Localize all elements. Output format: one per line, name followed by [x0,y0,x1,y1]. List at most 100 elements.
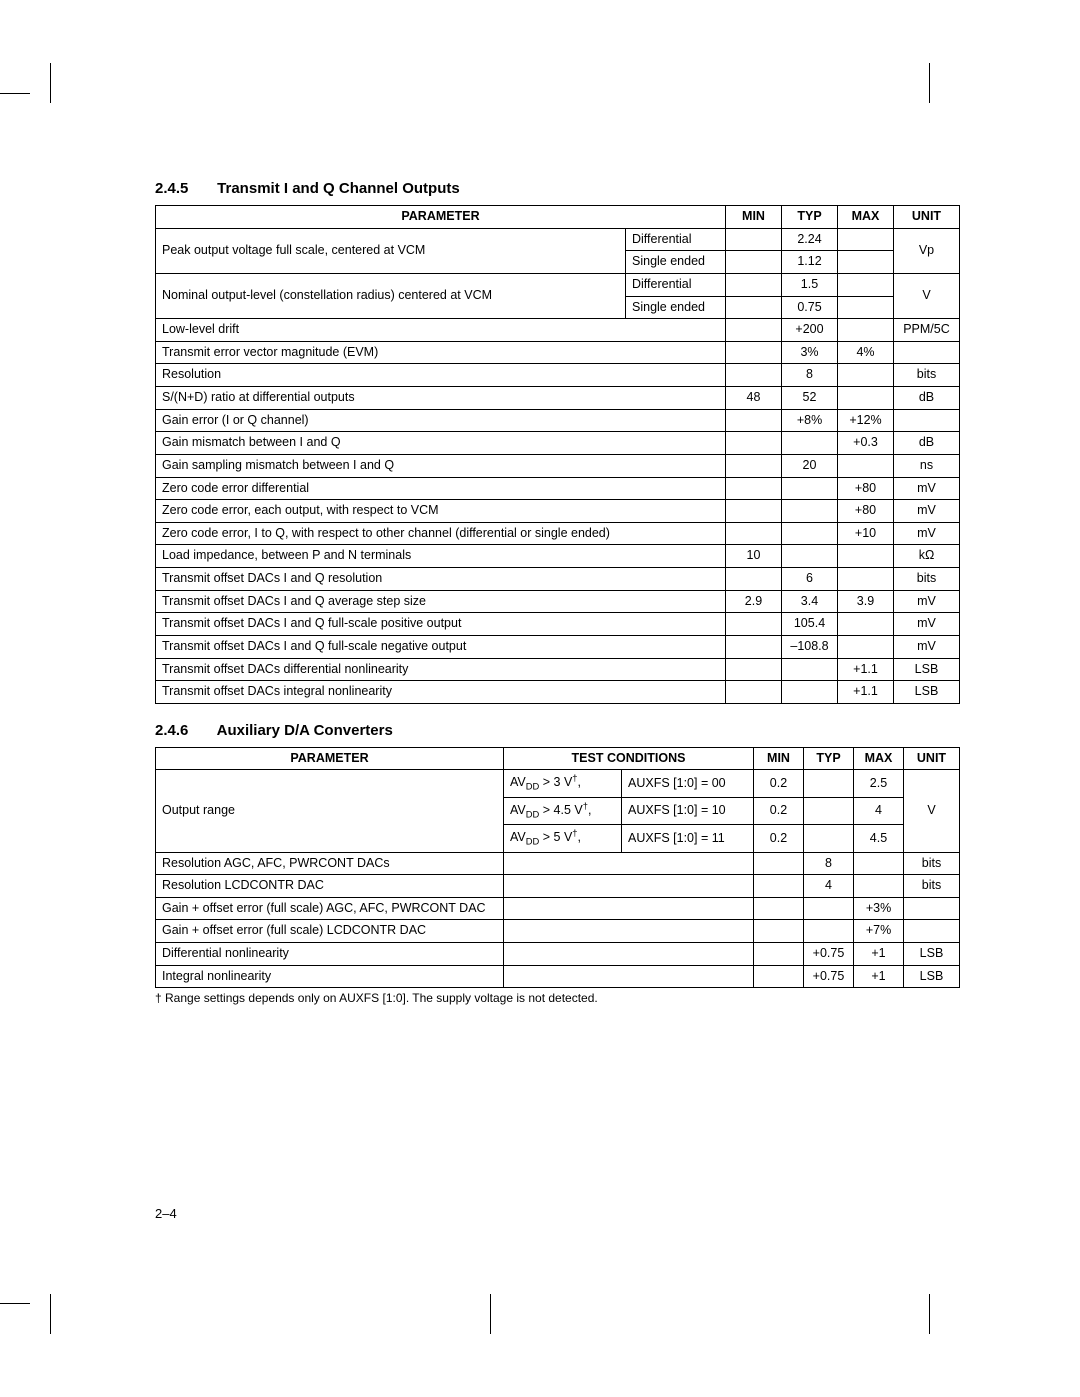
cell-param: Resolution [156,364,726,387]
cell-param: Nominal output-level (constellation radi… [156,273,626,318]
cell-min: 0.2 [754,797,804,824]
cell-max: 3.9 [838,590,894,613]
crop-mark [490,1294,491,1334]
cell-min [754,897,804,920]
cell-unit: mV [894,613,960,636]
cell-typ: +0.75 [804,965,854,988]
cell-max [838,613,894,636]
section-heading-246: 2.4.6 Auxiliary D/A Converters [155,722,960,739]
table-row: Resolution AGC, AFC, PWRCONT DACs 8 bits [156,852,960,875]
cell-typ: 4 [804,875,854,898]
cell-unit: Vp [894,228,960,273]
crop-mark [0,93,30,94]
table-row: Gain error (I or Q channel) +8% +12% [156,409,960,432]
col-parameter: PARAMETER [156,747,504,770]
table-row: Differential nonlinearity +0.75 +1 LSB [156,943,960,966]
cell-unit: LSB [904,965,960,988]
crop-mark [0,1303,30,1304]
table-row: Load impedance, between P and N terminal… [156,545,960,568]
cell-max [838,251,894,274]
cell-max: +12% [838,409,894,432]
crop-mark [50,63,51,103]
table-row: Transmit offset DACs I and Q average ste… [156,590,960,613]
table-row: Low-level drift +200 PPM/5C [156,319,960,342]
cell-min [726,273,782,296]
col-unit: UNIT [904,747,960,770]
table-row: Transmit offset DACs I and Q full-scale … [156,635,960,658]
section-heading-245: 2.4.5 Transmit I and Q Channel Outputs [155,180,960,197]
cell-max: +1.1 [838,658,894,681]
cell-tc1: AVDD > 4.5 V†, [504,797,622,824]
table-header-row: PARAMETER TEST CONDITIONS MIN TYP MAX UN… [156,747,960,770]
cell-unit: dB [894,432,960,455]
section-number: 2.4.5 [155,180,213,197]
cell-unit: bits [894,568,960,591]
col-test-conditions: TEST CONDITIONS [504,747,754,770]
cell-unit: bits [904,852,960,875]
cell-min [726,364,782,387]
cell-min [726,341,782,364]
cell-unit [894,409,960,432]
table-row: Gain sampling mismatch between I and Q 2… [156,454,960,477]
col-typ: TYP [804,747,854,770]
table-row: Gain + offset error (full scale) LCDCONT… [156,920,960,943]
cell-unit: V [894,273,960,318]
cell-param: Output range [156,770,504,852]
cell-max [838,364,894,387]
cell-max: 2.5 [854,770,904,797]
cell-param: Zero code error, each output, with respe… [156,500,726,523]
cell-min: 48 [726,387,782,410]
cell-max [854,852,904,875]
cell-min [726,409,782,432]
cell-typ [782,432,838,455]
cell-min [754,943,804,966]
cell-sub: Single ended [626,251,726,274]
cell-max: 4.5 [854,825,904,852]
cell-max [838,568,894,591]
table-row: Transmit offset DACs I and Q resolution … [156,568,960,591]
cell-param: Zero code error differential [156,477,726,500]
cell-tc1: AVDD > 5 V†, [504,825,622,852]
table-row: S/(N+D) ratio at differential outputs 48… [156,387,960,410]
cell-min [754,875,804,898]
cell-param: Differential nonlinearity [156,943,504,966]
cell-max [838,228,894,251]
table-row: Zero code error, I to Q, with respect to… [156,522,960,545]
col-min: MIN [726,206,782,229]
cell-tc [504,897,754,920]
cell-unit: kΩ [894,545,960,568]
cell-param: Low-level drift [156,319,726,342]
cell-param: Transmit offset DACs I and Q resolution [156,568,726,591]
cell-max: +80 [838,477,894,500]
cell-typ: +8% [782,409,838,432]
cell-typ [804,897,854,920]
cell-max [854,875,904,898]
cell-max [838,454,894,477]
cell-min [726,681,782,704]
cell-tc [504,852,754,875]
cell-typ: 6 [782,568,838,591]
cell-max [838,319,894,342]
cell-unit: mV [894,477,960,500]
cell-unit: bits [894,364,960,387]
cell-param: Transmit offset DACs differential nonlin… [156,658,726,681]
cell-sub: Single ended [626,296,726,319]
cell-max: +0.3 [838,432,894,455]
cell-unit: mV [894,635,960,658]
table-row: Integral nonlinearity +0.75 +1 LSB [156,965,960,988]
table-row: Output range AVDD > 3 V†, AUXFS [1:0] = … [156,770,960,797]
cell-typ [782,522,838,545]
cell-typ: 8 [782,364,838,387]
cell-max: +1 [854,943,904,966]
cell-typ [782,681,838,704]
cell-typ [782,500,838,523]
cell-typ [804,797,854,824]
table-row: Resolution LCDCONTR DAC 4 bits [156,875,960,898]
cell-tc1: AVDD > 3 V†, [504,770,622,797]
section-number: 2.4.6 [155,722,213,739]
cell-typ: 8 [804,852,854,875]
cell-max: +80 [838,500,894,523]
cell-max: +10 [838,522,894,545]
cell-typ [804,770,854,797]
cell-typ: 105.4 [782,613,838,636]
